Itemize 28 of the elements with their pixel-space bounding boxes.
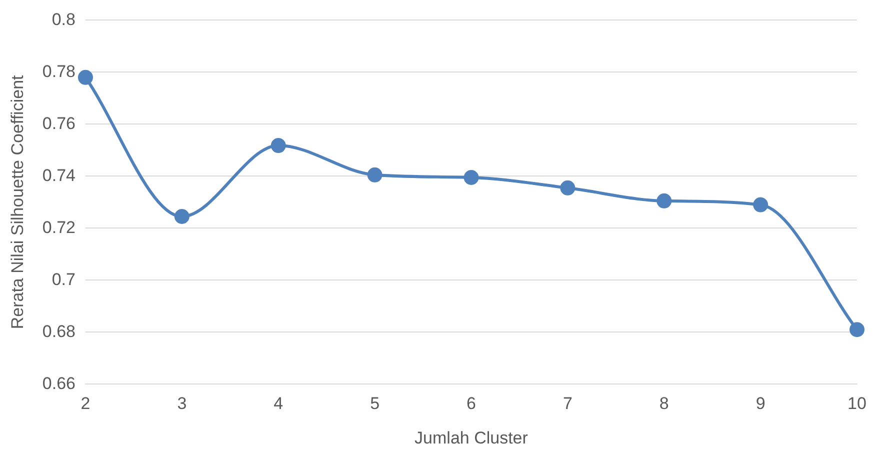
x-tick-label: 9: [756, 394, 766, 414]
y-axis-title: Rerata Nilai Silhouette Coefficient: [8, 74, 27, 330]
point: [367, 167, 382, 182]
point: [78, 70, 93, 85]
y-tick-label: 0.66: [42, 374, 76, 393]
y-tick-label: 0.78: [42, 62, 76, 81]
x-tick-label: 2: [80, 394, 90, 414]
x-tick-label: 10: [848, 394, 866, 414]
y-tick-label: 0.76: [42, 114, 76, 133]
x-axis-title: Jumlah Cluster: [414, 428, 528, 448]
point: [464, 170, 479, 185]
point: [270, 138, 286, 154]
point: [656, 193, 672, 208]
y-tick-label: 0.74: [42, 166, 76, 185]
point: [174, 209, 190, 224]
x-tick-label: 6: [466, 394, 476, 414]
x-tick-label: 5: [370, 394, 380, 414]
y-tick-label: 0.68: [42, 322, 76, 341]
x-tick-label: 3: [177, 394, 187, 414]
y-tick-label: 0.72: [42, 218, 76, 237]
point: [753, 197, 768, 212]
x-tick-label: 7: [562, 394, 572, 414]
y-tick-label: 0.7: [52, 270, 76, 289]
x-tick-label: 4: [274, 394, 284, 414]
y-tick-label: 0.8: [52, 10, 76, 29]
point: [850, 322, 864, 338]
x-tick-label: 8: [659, 394, 669, 414]
point: [560, 180, 576, 196]
